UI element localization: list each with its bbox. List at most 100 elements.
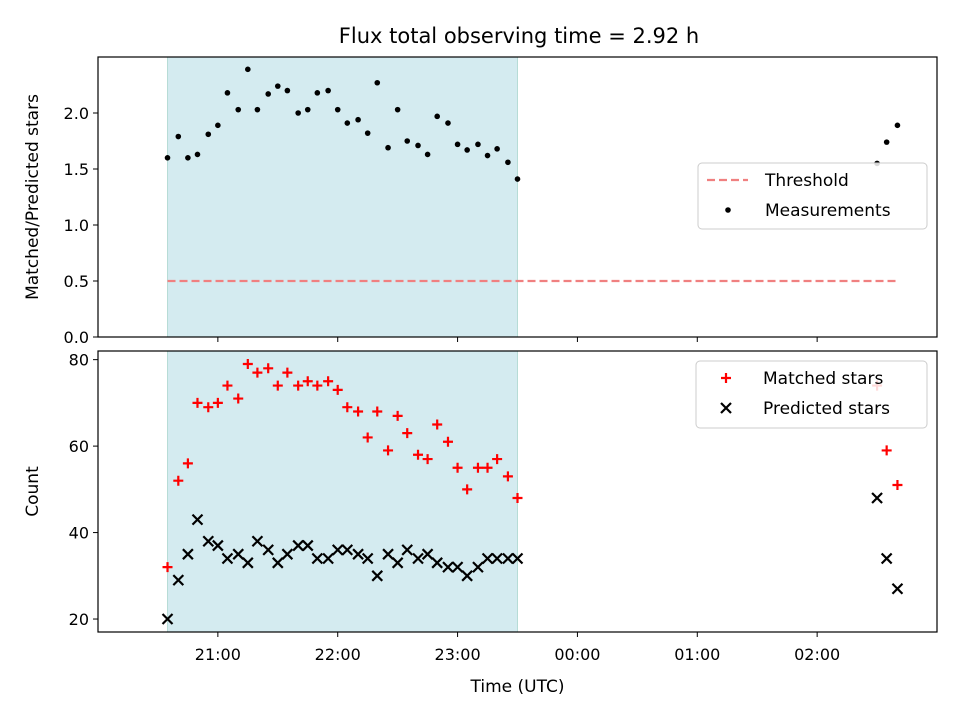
legend: Threshold Measurements — [697, 162, 928, 230]
shaded-region — [167, 350, 518, 633]
top-panel: 0.0 0.5 1.0 1.5 2.0 Matched/Predicted stars Th… — [23, 56, 938, 347]
bottom-panel: 20 40 60 80 21:00 22:00 23:00 00:00 01:00 02:00 Co… — [23, 350, 938, 697]
data-point — [412, 552, 424, 565]
data-point — [484, 152, 491, 159]
data-point — [514, 176, 521, 182]
data-point — [254, 106, 261, 113]
y-tick-label: 2.0 — [64, 104, 89, 123]
data-point — [871, 492, 883, 504]
series-measurements — [164, 66, 901, 182]
axes-frame — [97, 350, 938, 633]
data-point — [311, 552, 324, 565]
legend-label: Measurements — [765, 201, 891, 221]
data-point — [880, 552, 893, 565]
data-point — [364, 130, 371, 136]
data-point — [413, 449, 424, 460]
data-point — [224, 90, 231, 96]
data-point — [332, 384, 343, 395]
data-point — [374, 79, 381, 86]
data-point — [265, 91, 271, 97]
y-tick-label: 80 — [69, 351, 89, 370]
data-point — [894, 122, 901, 129]
data-point — [382, 548, 394, 560]
legend-measurements-swatch — [725, 207, 731, 213]
y-axis-label: Count — [23, 466, 43, 517]
data-point — [422, 454, 433, 465]
legend-box — [695, 360, 928, 429]
x-tick-label: 00:00 — [554, 645, 600, 664]
data-point — [502, 471, 513, 482]
data-point — [293, 380, 304, 391]
data-point — [203, 402, 214, 413]
data-point — [222, 380, 233, 391]
data-point — [464, 147, 470, 153]
data-point — [361, 552, 374, 565]
data-point — [404, 138, 411, 144]
data-point — [162, 562, 173, 573]
data-point — [482, 462, 493, 473]
series-matched-stars — [162, 358, 903, 573]
data-point — [334, 106, 341, 113]
data-point — [161, 613, 174, 625]
data-point — [891, 582, 904, 595]
axes-frame — [97, 56, 938, 338]
y-tick-label: 1.5 — [64, 160, 89, 179]
y-tick-label: 40 — [69, 524, 89, 543]
data-point — [492, 454, 503, 465]
data-point — [472, 561, 484, 573]
data-point — [353, 406, 364, 417]
data-point — [421, 548, 434, 560]
x-tick-label: 21:00 — [195, 645, 241, 664]
data-point — [295, 110, 301, 116]
x-tick-label: 22:00 — [315, 645, 361, 664]
data-point — [173, 475, 184, 486]
data-point — [322, 552, 334, 565]
data-point — [481, 552, 494, 565]
data-point — [304, 106, 311, 113]
data-point — [362, 432, 373, 443]
data-point — [371, 570, 384, 582]
data-point — [314, 90, 321, 96]
data-point — [342, 402, 353, 413]
y-tick-label: 0.0 — [64, 328, 89, 347]
data-point — [392, 410, 403, 421]
data-point — [385, 144, 391, 151]
data-point — [883, 139, 890, 145]
data-point — [502, 552, 514, 565]
data-point — [461, 570, 473, 582]
data-point — [511, 552, 524, 565]
data-point — [323, 376, 334, 387]
data-point — [475, 141, 481, 148]
legend: Matched stars Predicted stars — [695, 360, 928, 429]
data-point — [344, 120, 351, 126]
data-point — [424, 151, 431, 158]
data-point — [272, 380, 283, 391]
data-point — [281, 548, 294, 560]
data-point — [892, 480, 903, 491]
data-point — [432, 419, 443, 430]
data-point — [325, 87, 331, 94]
data-point — [282, 367, 293, 378]
data-point — [442, 436, 453, 447]
data-point — [242, 557, 254, 569]
data-point — [491, 552, 503, 565]
data-point — [274, 83, 281, 89]
legend-label: Threshold — [764, 171, 849, 191]
data-point — [442, 561, 454, 573]
legend-box — [697, 162, 928, 230]
data-point — [235, 106, 242, 113]
data-point — [462, 484, 473, 495]
data-point — [452, 462, 463, 473]
data-point — [292, 539, 304, 552]
x-tick-label: 01:00 — [674, 645, 720, 664]
y-tick-label: 60 — [69, 437, 89, 456]
data-point — [355, 116, 361, 123]
data-point — [272, 557, 284, 569]
data-point — [431, 557, 443, 569]
y-tick-label: 1.0 — [64, 216, 89, 235]
data-point — [252, 367, 263, 378]
y-tick-label: 20 — [69, 610, 89, 629]
data-point — [301, 539, 314, 552]
data-point — [372, 406, 383, 417]
